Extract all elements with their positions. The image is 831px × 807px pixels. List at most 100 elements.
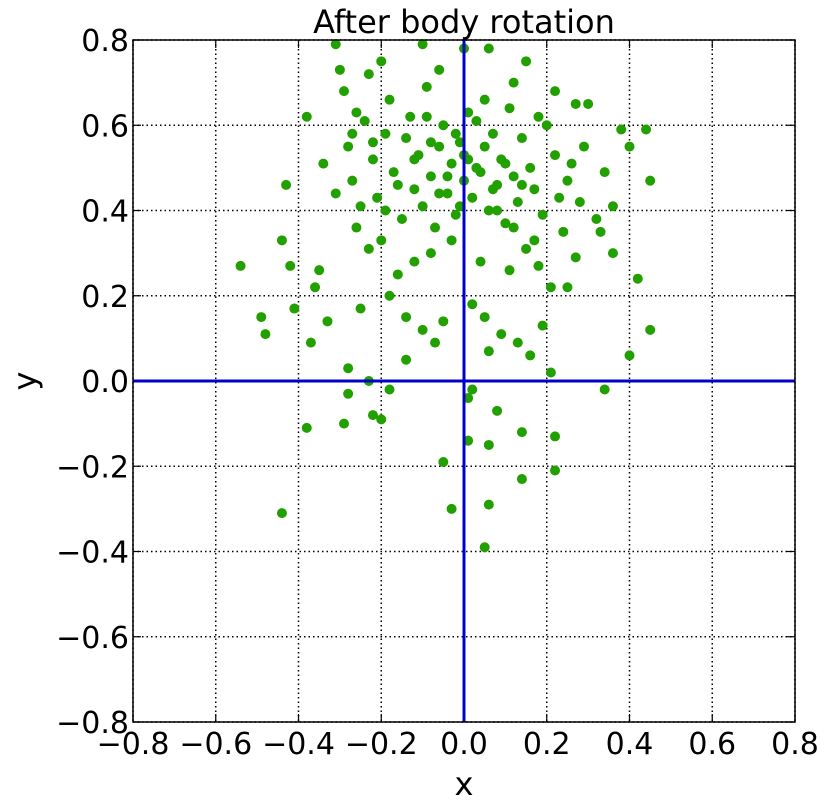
data-point	[607, 201, 618, 212]
data-point	[521, 243, 532, 254]
data-point	[330, 39, 341, 50]
data-point	[310, 282, 321, 293]
data-point	[359, 115, 370, 126]
data-point	[305, 337, 316, 348]
data-point	[558, 226, 569, 237]
data-point	[541, 120, 552, 131]
data-point	[442, 171, 453, 182]
data-point	[417, 39, 428, 50]
data-point	[392, 179, 403, 190]
data-point	[339, 86, 350, 97]
data-point	[322, 316, 333, 327]
data-point	[363, 69, 374, 80]
data-point	[516, 179, 527, 190]
data-point	[281, 179, 292, 190]
y-tick-label: 0.4	[81, 195, 129, 230]
data-point	[487, 128, 498, 139]
data-point	[417, 324, 428, 335]
data-point	[487, 184, 498, 195]
data-point	[446, 503, 457, 514]
data-point	[450, 209, 461, 220]
data-point	[583, 98, 594, 109]
data-point	[384, 94, 395, 105]
data-point	[318, 158, 329, 169]
data-point	[554, 192, 565, 203]
data-point	[351, 107, 362, 118]
x-tick-label: −0.4	[262, 727, 335, 762]
data-point	[521, 56, 532, 67]
data-point	[438, 456, 449, 467]
x-tick-label: 0.6	[688, 727, 736, 762]
data-point	[574, 196, 585, 207]
data-point	[492, 205, 503, 216]
data-point	[467, 299, 478, 310]
data-point	[430, 222, 441, 233]
data-point	[645, 175, 656, 186]
data-point	[467, 192, 478, 203]
data-point	[355, 201, 366, 212]
data-point	[529, 235, 540, 246]
data-point	[289, 303, 300, 314]
data-point	[454, 137, 465, 148]
x-tick-label: 0.0	[440, 727, 488, 762]
data-point	[508, 222, 519, 233]
data-point	[367, 410, 378, 421]
data-point	[256, 312, 267, 323]
data-point	[479, 542, 490, 553]
data-point	[463, 107, 474, 118]
data-point	[504, 265, 515, 276]
data-point	[483, 439, 494, 450]
data-point	[434, 141, 445, 152]
data-point	[285, 260, 296, 271]
data-point	[483, 346, 494, 357]
data-point	[483, 43, 494, 54]
y-tick-labels: −0.8 −0.6 −0.4 −0.2 0.0 0.2 0.4 0.6 0.8	[56, 24, 129, 741]
data-point	[343, 388, 354, 399]
y-tick-label: 0.6	[81, 109, 129, 144]
data-point	[334, 64, 345, 75]
data-point	[425, 248, 436, 259]
y-axis-label: y	[6, 372, 44, 391]
x-tick-labels: −0.8 −0.6 −0.4 −0.2 0.0 0.2 0.4 0.6 0.8	[97, 727, 819, 762]
data-point	[454, 201, 465, 212]
data-point	[401, 354, 412, 365]
data-point	[512, 196, 523, 207]
data-point	[401, 133, 412, 144]
data-point	[500, 158, 511, 169]
data-points	[133, 39, 795, 722]
data-point	[570, 98, 581, 109]
data-point	[276, 235, 287, 246]
data-point	[405, 111, 416, 122]
data-point	[508, 77, 519, 88]
data-point	[550, 465, 561, 476]
y-tick-label: 0.0	[81, 365, 129, 400]
data-point	[479, 312, 490, 323]
data-point	[376, 235, 387, 246]
data-point	[363, 243, 374, 254]
data-point	[545, 282, 556, 293]
data-point	[550, 431, 561, 442]
x-tick-label: 0.8	[771, 727, 819, 762]
data-point	[351, 222, 362, 233]
data-point	[504, 103, 515, 114]
data-point	[624, 141, 635, 152]
data-point	[330, 188, 341, 199]
data-point	[235, 260, 246, 271]
data-point	[339, 418, 350, 429]
data-point	[409, 184, 420, 195]
data-point	[516, 427, 527, 438]
data-point	[496, 329, 507, 340]
data-point	[529, 184, 540, 195]
data-point	[479, 141, 490, 152]
data-point	[475, 256, 486, 267]
data-point	[260, 329, 271, 340]
data-point	[396, 214, 407, 225]
data-point	[545, 367, 556, 378]
data-point	[314, 265, 325, 276]
data-point	[343, 363, 354, 374]
y-tick-label: −0.6	[56, 621, 129, 656]
x-tick-label: −0.6	[179, 727, 252, 762]
x-axis-label: x	[455, 765, 474, 803]
data-point	[537, 320, 548, 331]
data-point	[421, 111, 432, 122]
